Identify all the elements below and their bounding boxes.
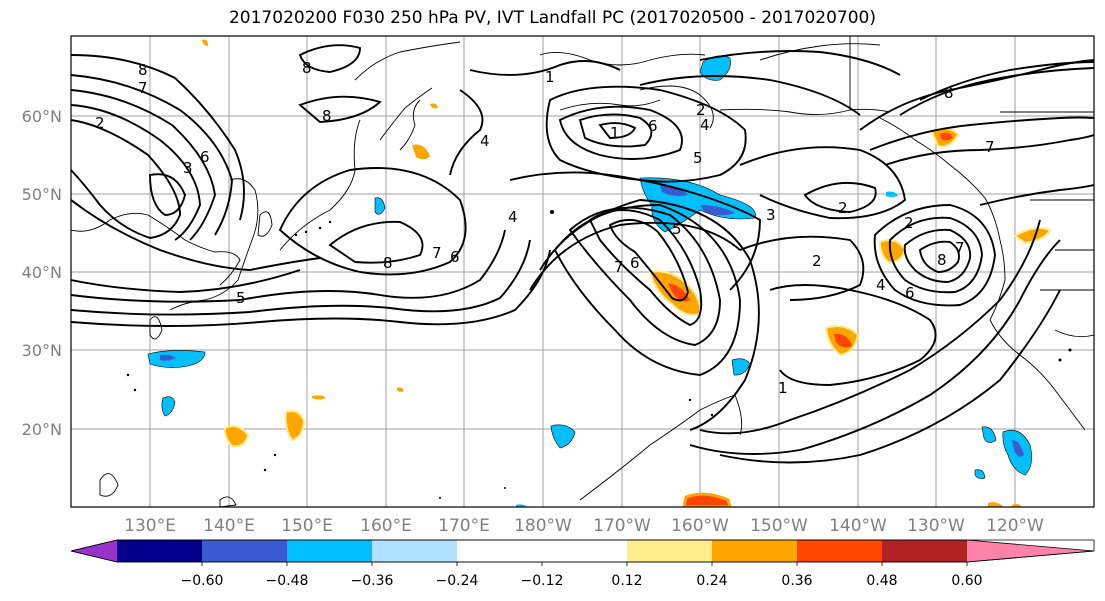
lon-label: 180°W (514, 516, 572, 536)
coastlines (71, 36, 1094, 507)
contour-label: 6 (200, 148, 210, 166)
lon-label: 150°E (281, 516, 333, 536)
colorbar-extend-high (967, 540, 1094, 562)
contour-label: 7 (432, 244, 442, 262)
islands (126, 210, 1072, 499)
contour-label: 5 (672, 220, 682, 238)
contour-label: 7 (614, 258, 624, 276)
contour-label: 2 (838, 199, 848, 217)
lon-label: 130°E (124, 516, 176, 536)
colorbar-tick-label: 0.60 (951, 573, 982, 589)
colorbar-segment (287, 540, 372, 562)
colorbar-tick-label: −0.36 (351, 573, 394, 589)
lat-label: 40°N (22, 263, 62, 282)
contour-label: 4 (876, 276, 886, 294)
contour-label: 8 (937, 251, 947, 269)
contour-label: 8 (322, 107, 332, 125)
contour-label: 7 (138, 79, 148, 97)
contour-label: 3 (183, 159, 193, 177)
lat-label: 60°N (22, 107, 62, 126)
lon-label: 170°E (438, 516, 490, 536)
contour-label: 2 (904, 214, 914, 232)
longitude-labels: 130°E 140°E 150°E 160°E 170°E 180°W 170°… (124, 516, 1044, 536)
contour-label: 3 (766, 206, 776, 224)
colorbar: −0.60 −0.48 −0.36 −0.24 −0.12 0.12 0.24 … (70, 539, 1095, 589)
lat-label: 50°N (22, 185, 62, 204)
latitude-labels: 60°N 50°N 40°N 30°N 20°N (22, 107, 62, 439)
contour-label: 2 (696, 101, 706, 119)
contour-label: 4 (480, 132, 490, 150)
contour-label: 6 (648, 117, 658, 135)
lon-label: 140°W (829, 516, 887, 536)
colorbar-tick-label: −0.60 (181, 573, 224, 589)
contour-label: 6 (905, 284, 915, 302)
lat-label: 30°N (22, 341, 62, 360)
contour-label: 2 (95, 114, 105, 132)
lat-label: 20°N (22, 420, 62, 439)
pv-fill-patches (147, 39, 1052, 507)
map-border (70, 35, 1095, 508)
colorbar-tick-label: 0.12 (611, 573, 642, 589)
colorbar-tick-label: −0.12 (521, 573, 564, 589)
lon-label: 120°W (986, 516, 1044, 536)
map-title: 2017020200 F030 250 hPa PV, IVT Landfall… (228, 8, 876, 28)
contour-label: 4 (508, 208, 518, 226)
contour-label: 2 (812, 252, 822, 270)
contour-label: 8 (138, 61, 148, 79)
colorbar-segment (627, 540, 712, 562)
colorbar-segment (542, 540, 627, 562)
lon-label: 160°E (360, 516, 412, 536)
lon-label: 150°W (750, 516, 808, 536)
lon-label: 170°W (593, 516, 651, 536)
contour-label: 4 (700, 116, 710, 134)
colorbar-segment (712, 540, 797, 562)
contour-label: 7 (955, 239, 965, 257)
contour-label: 1 (545, 68, 555, 86)
contour-label: 5 (693, 149, 703, 167)
colorbar-segment (797, 540, 882, 562)
lon-label: 130°W (907, 516, 965, 536)
lon-label: 140°E (203, 516, 255, 536)
colorbar-tick-label: 0.36 (781, 573, 812, 589)
contour-label: 1 (778, 379, 788, 397)
contour-label: 1 (610, 124, 620, 142)
colorbar-tick-label: 0.24 (696, 573, 727, 589)
colorbar-segment (882, 540, 967, 562)
colorbar-extend-low (71, 540, 117, 562)
colorbar-tick-label: −0.24 (436, 573, 479, 589)
ivt-contours (71, 44, 1094, 464)
contour-label: 7 (985, 138, 995, 156)
contour-label: 8 (944, 84, 954, 102)
colorbar-tick-label: −0.48 (266, 573, 309, 589)
colorbar-segment (372, 540, 457, 562)
colorbar-tick-label: 0.48 (866, 573, 897, 589)
contour-label: 8 (383, 254, 393, 272)
contour-labels: 8 7 2 6 3 5 8 8 4 1 1 6 2 5 8 7 6 4 7 6 … (95, 59, 995, 397)
graticule (71, 36, 1094, 507)
lon-label: 160°W (671, 516, 729, 536)
colorbar-segment (457, 540, 542, 562)
contour-label: 6 (630, 254, 640, 272)
contour-label: 8 (302, 59, 312, 77)
colorbar-segment (202, 540, 287, 562)
contour-label: 6 (450, 248, 460, 266)
contour-label: 5 (236, 289, 246, 307)
colorbar-segment (117, 540, 202, 562)
